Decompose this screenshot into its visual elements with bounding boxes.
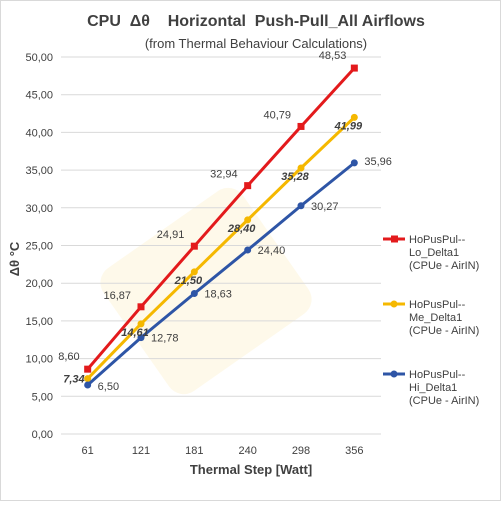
- y-tick-label: 45,00: [25, 90, 53, 102]
- data-label: 8,60: [58, 351, 79, 363]
- data-label: 28,40: [227, 223, 256, 235]
- y-tick-labels: 0,00 5,00 10,00 15,00 20,00 25,00 30,00 35,00 40…: [25, 52, 53, 441]
- y-tick-label: 35,00: [25, 165, 53, 177]
- data-label: 30,27: [311, 201, 339, 213]
- legend-label: HoPusPul--: [409, 369, 466, 381]
- data-label: 18,63: [204, 289, 232, 301]
- data-label: 40,79: [263, 109, 291, 121]
- data-point: [297, 164, 305, 172]
- data-point: [190, 268, 198, 276]
- x-tick-label: 121: [132, 445, 150, 457]
- y-axis-label: Δθ °C: [7, 241, 22, 276]
- series-layer: [84, 64, 358, 389]
- legend-label: HoPusPul--: [409, 299, 466, 311]
- x-tick-labels: 61 121 181 240 298 356: [82, 445, 364, 457]
- data-label: 24,91: [157, 229, 185, 241]
- grid-lines: [61, 56, 381, 435]
- data-point: [297, 122, 305, 130]
- data-point: [190, 242, 198, 250]
- x-axis-label: Thermal Step [Watt]: [190, 462, 312, 477]
- legend-label: (CPUe - AirIN): [409, 260, 479, 272]
- data-label: 35,96: [364, 156, 392, 168]
- x-tick-label: 181: [185, 445, 203, 457]
- y-tick-label: 15,00: [25, 316, 53, 328]
- data-point: [190, 290, 198, 298]
- data-point: [350, 113, 358, 121]
- chart-title: CPU Δθ Horizontal Push-Pull_All Airflows: [87, 13, 425, 30]
- legend-label: (CPUe - AirIN): [409, 395, 479, 407]
- y-tick-label: 10,00: [25, 354, 53, 366]
- data-label: 12,78: [151, 333, 179, 345]
- data-point: [137, 303, 145, 311]
- x-tick-label: 61: [82, 445, 94, 457]
- series-line: [86, 67, 356, 371]
- data-labels-layer: 8,60 16,87 24,91 32,94 40,79 48,53 7,34 14,61 21…: [58, 50, 392, 393]
- data-label: 16,87: [103, 290, 131, 302]
- data-label: 41,99: [334, 120, 363, 132]
- legend-marker: [391, 235, 398, 243]
- data-label: 21,50: [174, 275, 203, 287]
- legend-label: Hi_Delta1: [409, 382, 457, 394]
- data-point: [137, 320, 145, 328]
- data-label: 32,94: [210, 169, 238, 181]
- data-point: [244, 246, 252, 254]
- data-label: 7,34: [63, 374, 84, 386]
- data-point: [350, 64, 358, 72]
- x-tick-label: 356: [345, 445, 363, 457]
- y-tick-label: 25,00: [25, 241, 53, 253]
- x-tick-label: 240: [238, 445, 256, 457]
- data-point: [350, 159, 358, 167]
- legend-marker: [390, 300, 398, 308]
- y-tick-label: 20,00: [25, 278, 53, 290]
- legend-label: (CPUe - AirIN): [409, 325, 479, 337]
- series-line: [86, 116, 356, 380]
- legend-label: Me_Delta1: [409, 312, 462, 324]
- data-point: [84, 381, 92, 389]
- data-label: 6,50: [98, 381, 119, 393]
- data-label: 35,28: [281, 171, 309, 183]
- data-point: [84, 365, 92, 373]
- x-tick-label: 298: [292, 445, 310, 457]
- data-point: [84, 375, 92, 383]
- y-tick-label: 40,00: [25, 127, 53, 139]
- data-label: 14,61: [121, 327, 149, 339]
- y-tick-label: 0,00: [32, 429, 53, 441]
- data-label: 48,53: [319, 50, 347, 62]
- legend-label: HoPusPul--: [409, 234, 466, 246]
- y-tick-label: 30,00: [25, 203, 53, 215]
- data-label: 24,40: [258, 245, 286, 257]
- data-point: [244, 216, 252, 224]
- data-point: [244, 182, 252, 190]
- series-line: [86, 161, 356, 387]
- legend-label: Lo_Delta1: [409, 247, 459, 259]
- legend-marker: [390, 370, 398, 378]
- y-tick-label: 50,00: [25, 52, 53, 64]
- chart-subtitle: (from Thermal Behaviour Calculations): [145, 36, 367, 51]
- legend: HoPusPul--Lo_Delta1(CPUe - AirIN)HoPusPu…: [383, 234, 479, 407]
- data-point: [297, 202, 305, 210]
- data-point: [137, 334, 145, 342]
- y-tick-label: 5,00: [32, 391, 53, 403]
